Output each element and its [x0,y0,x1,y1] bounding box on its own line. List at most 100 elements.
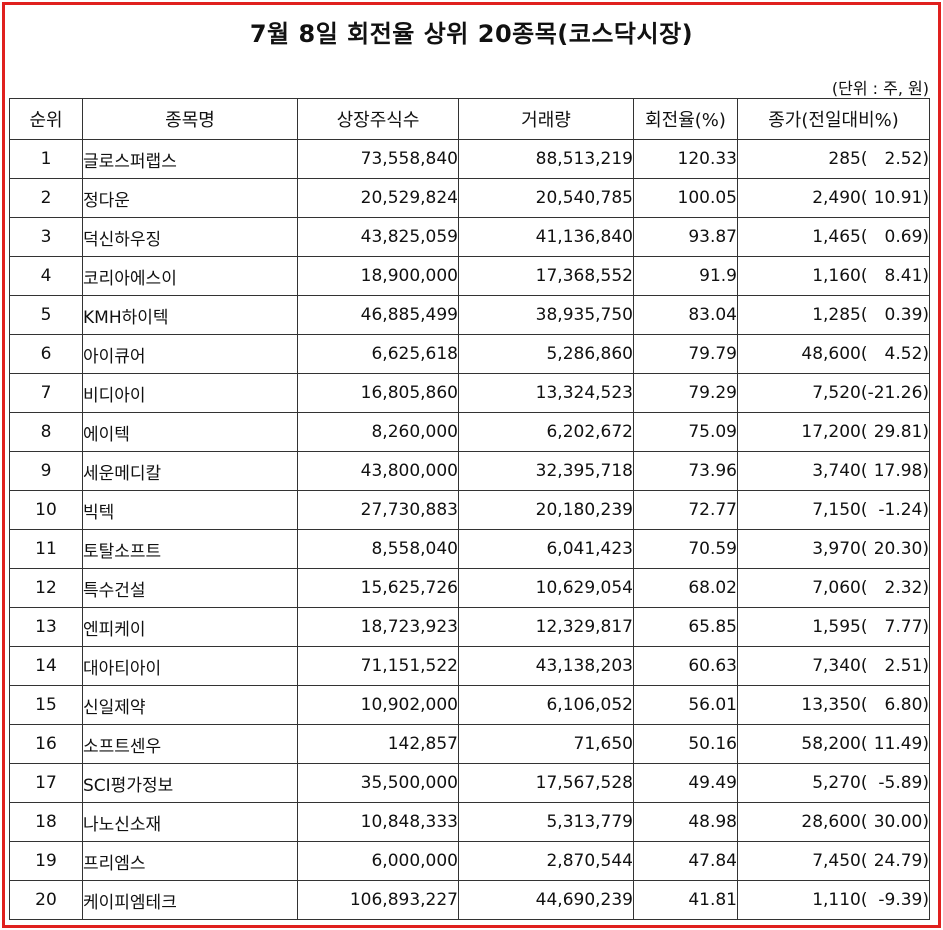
table-row: 12 특수건설 15,625,726 10,629,054 68.02 7,060(2.3… [9,568,931,608]
turnover-table: 순위 종목명 상장주식수 거래량 회전율(%) 종가(전일대비%) 1 글로스퍼랩… [9,98,931,920]
table-row: 16 소프트센우 142,857 71,650 50.16 58,200(11.49) [9,724,931,764]
listed-shares-cell: 27,730,883 [297,490,459,530]
stock-name-cell: 비디아이 [82,373,298,413]
stock-name-cell: 신일제약 [82,685,298,725]
volume-cell: 12,329,817 [458,607,634,647]
table-row: 8 에이텍 8,260,000 6,202,672 75.09 17,200(29.81) [9,412,931,452]
rank-cell: 1 [9,139,83,179]
close-price-cell: 7,450( [737,841,868,881]
unit-note: (단위 : 주, 원) [831,79,929,98]
turnover-cell: 120.33 [633,139,738,179]
change-cell: 0.39) [867,295,931,335]
change-cell: 20.30) [867,529,931,569]
change-cell: 2.52) [867,139,931,179]
listed-shares-cell: 8,260,000 [297,412,459,452]
stock-name-cell: 정다운 [82,178,298,218]
stock-name-cell: 글로스퍼랩스 [82,139,298,179]
rank-cell: 2 [9,178,83,218]
rank-cell: 10 [9,490,83,530]
close-price-cell: 3,740( [737,451,868,491]
table-row: 20 케이피엠테크 106,893,227 44,690,239 41.81 1,110(… [9,880,931,920]
volume-cell: 20,540,785 [458,178,634,218]
turnover-cell: 79.29 [633,373,738,413]
change-cell: 2.51) [867,646,931,686]
listed-shares-cell: 142,857 [297,724,459,764]
turnover-cell: 70.59 [633,529,738,569]
close-price-cell: 13,350( [737,685,868,725]
close-price-cell: 1,160( [737,256,868,296]
rank-cell: 18 [9,802,83,842]
volume-cell: 38,935,750 [458,295,634,335]
stock-name-cell: 소프트센우 [82,724,298,764]
listed-shares-cell: 10,902,000 [297,685,459,725]
rank-cell: 15 [9,685,83,725]
change-cell: 2.32) [867,568,931,608]
turnover-cell: 93.87 [633,217,738,257]
turnover-cell: 41.81 [633,880,738,920]
table-row: 6 아이큐어 6,625,618 5,286,860 79.79 48,600(4.52) [9,334,931,374]
change-cell: 4.52) [867,334,931,374]
volume-cell: 41,136,840 [458,217,634,257]
table-body: 1 글로스퍼랩스 73,558,840 88,513,219 120.33 285(2.5… [9,139,931,920]
turnover-cell: 60.63 [633,646,738,686]
change-cell: 0.69) [867,217,931,257]
close-price-cell: 7,340( [737,646,868,686]
change-cell: 8.41) [867,256,931,296]
volume-cell: 71,650 [458,724,634,764]
rank-cell: 9 [9,451,83,491]
stock-name-cell: 토탈소프트 [82,529,298,569]
rank-cell: 8 [9,412,83,452]
listed-shares-cell: 6,000,000 [297,841,459,881]
change-cell: -1.24) [867,490,931,530]
stock-name-cell: 코리아에스이 [82,256,298,296]
column-header-turnover: 회전율(%) [633,98,738,140]
rank-cell: 6 [9,334,83,374]
rank-cell: 16 [9,724,83,764]
stock-name-cell: SCI평가정보 [82,763,298,803]
change-cell: -21.26) [867,373,931,413]
table-row: 9 세운메디칼 43,800,000 32,395,718 73.96 3,740(17.… [9,451,931,491]
close-price-cell: 7,150( [737,490,868,530]
listed-shares-cell: 8,558,040 [297,529,459,569]
turnover-cell: 91.9 [633,256,738,296]
turnover-cell: 75.09 [633,412,738,452]
close-price-cell: 7,060( [737,568,868,608]
listed-shares-cell: 16,805,860 [297,373,459,413]
stock-name-cell: 엔피케이 [82,607,298,647]
stock-name-cell: 특수건설 [82,568,298,608]
listed-shares-cell: 18,900,000 [297,256,459,296]
volume-cell: 17,567,528 [458,763,634,803]
rank-cell: 7 [9,373,83,413]
change-cell: 29.81) [867,412,931,452]
listed-shares-cell: 35,500,000 [297,763,459,803]
turnover-cell: 73.96 [633,451,738,491]
stock-name-cell: 케이피엠테크 [82,880,298,920]
rank-cell: 14 [9,646,83,686]
page-title: 7월 8일 회전율 상위 20종목(코스닥시장) [249,20,694,48]
close-price-cell: 17,200( [737,412,868,452]
table-row: 3 덕신하우징 43,825,059 41,136,840 93.87 1,465(0.6… [9,217,931,257]
listed-shares-cell: 73,558,840 [297,139,459,179]
rank-cell: 17 [9,763,83,803]
table-row: 14 대아티아이 71,151,522 43,138,203 60.63 7,340(2.… [9,646,931,686]
table-row: 15 신일제약 10,902,000 6,106,052 56.01 13,350(6.8… [9,685,931,725]
change-cell: 6.80) [867,685,931,725]
turnover-cell: 65.85 [633,607,738,647]
stock-name-cell: 대아티아이 [82,646,298,686]
stock-name-cell: 프리엠스 [82,841,298,881]
close-price-cell: 58,200( [737,724,868,764]
change-cell: 7.77) [867,607,931,647]
rank-cell: 5 [9,295,83,335]
rank-cell: 13 [9,607,83,647]
close-price-cell: 285( [737,139,868,179]
turnover-cell: 68.02 [633,568,738,608]
stock-name-cell: 빅텍 [82,490,298,530]
table-row: 18 나노신소재 10,848,333 5,313,779 48.98 28,600(30… [9,802,931,842]
column-header-rank: 순위 [9,98,83,140]
table-row: 17 SCI평가정보 35,500,000 17,567,528 49.49 5,270(… [9,763,931,803]
change-cell: 10.91) [867,178,931,218]
stock-name-cell: KMH하이텍 [82,295,298,335]
close-price-cell: 48,600( [737,334,868,374]
table-row: 1 글로스퍼랩스 73,558,840 88,513,219 120.33 285(2.5… [9,139,931,179]
rank-cell: 3 [9,217,83,257]
